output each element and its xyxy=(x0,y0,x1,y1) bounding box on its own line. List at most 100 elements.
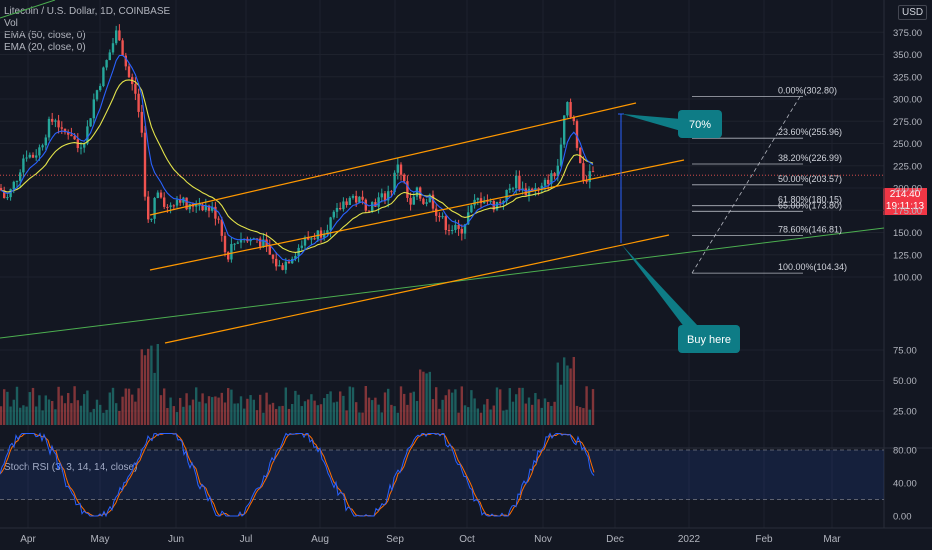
stoch-band xyxy=(0,450,884,500)
volume-bar xyxy=(127,388,131,425)
candle-body xyxy=(236,242,239,244)
volume-bar xyxy=(537,399,540,425)
volume-bar xyxy=(243,408,246,425)
candle-body xyxy=(361,196,364,200)
volume-bar xyxy=(319,404,323,425)
volume-bar xyxy=(92,408,95,425)
volume-bar xyxy=(300,406,303,425)
channel-middle xyxy=(149,159,685,271)
volume-bar xyxy=(575,405,579,425)
volume-bar xyxy=(179,397,182,425)
candle-body xyxy=(335,207,339,212)
candle-body xyxy=(495,201,499,210)
x-tick-label: Dec xyxy=(606,534,624,545)
candle-body xyxy=(54,120,57,122)
volume-bar xyxy=(588,409,591,425)
candle-body xyxy=(428,194,431,203)
volume-bar xyxy=(86,390,89,425)
currency-button[interactable]: USD xyxy=(898,5,928,20)
volume-bar xyxy=(438,408,441,425)
volume-bar xyxy=(425,373,428,425)
volume-bar xyxy=(147,348,150,425)
volume-bar xyxy=(79,405,83,425)
candle-body xyxy=(51,118,54,122)
candle-body xyxy=(505,189,508,202)
candle-body xyxy=(150,218,153,220)
volume-bar xyxy=(47,399,51,425)
last-price-tag: 214.40 19:11:13 xyxy=(883,188,927,215)
y-tick-label: 25.00 xyxy=(893,407,917,418)
candle-body xyxy=(345,201,348,205)
volume-bar xyxy=(419,369,422,425)
candle-body xyxy=(444,216,447,231)
candle-body xyxy=(483,200,486,204)
volume-bar xyxy=(268,404,271,425)
volume-bar xyxy=(76,400,79,425)
channel-upper xyxy=(149,102,637,216)
volume-bar xyxy=(495,387,499,425)
candle-body xyxy=(169,205,172,207)
candle-body xyxy=(211,206,214,211)
volume-bar xyxy=(175,412,179,425)
stoch-tick-label: 40.00 xyxy=(893,479,917,490)
candle-body xyxy=(355,195,358,203)
candle-body xyxy=(268,245,271,255)
candle-body xyxy=(143,132,147,197)
candle-body xyxy=(454,224,457,230)
candle-body xyxy=(313,238,316,240)
candle-body xyxy=(31,154,35,158)
volume-bar xyxy=(518,387,521,425)
candle-body xyxy=(467,212,470,225)
volume-bar xyxy=(143,355,147,425)
x-tick-label: Nov xyxy=(534,534,552,545)
candle-body xyxy=(556,165,559,177)
candle-body xyxy=(476,198,479,200)
candle-body xyxy=(489,200,492,202)
last-price-countdown: 19:11:13 xyxy=(885,201,925,212)
volume-bar xyxy=(134,401,137,425)
candle-body xyxy=(217,218,220,220)
volume-bar xyxy=(249,395,252,425)
x-tick-label: Sep xyxy=(386,534,404,545)
volume-bar xyxy=(284,387,287,425)
candle-body xyxy=(585,180,588,182)
candle-body xyxy=(147,196,150,220)
volume-bar xyxy=(499,389,502,425)
candle-body xyxy=(70,134,73,137)
candle-body xyxy=(137,93,140,112)
volume-bar xyxy=(310,394,313,425)
volume-bar xyxy=(547,401,550,425)
volume-bar xyxy=(207,396,211,425)
volume-bar xyxy=(323,398,326,425)
candle-body xyxy=(451,229,454,231)
candle-body xyxy=(425,202,428,204)
volume-bar xyxy=(281,405,284,425)
candle-body xyxy=(278,265,281,267)
volume-bar xyxy=(556,362,559,425)
candle-body xyxy=(572,116,575,122)
stoch-rsi-label: Stoch RSI (3, 3, 14, 14, close) xyxy=(4,462,137,473)
candle-body xyxy=(339,207,342,210)
y-tick-label: 50.00 xyxy=(893,376,917,387)
candle-body xyxy=(223,235,227,253)
candle-body xyxy=(438,215,441,218)
callout-text-buy: Buy here xyxy=(687,334,731,346)
candle-body xyxy=(95,90,99,100)
candle-body xyxy=(63,128,67,133)
volume-bar xyxy=(374,397,377,425)
volume-bar xyxy=(198,401,201,425)
volume-bar xyxy=(63,403,67,425)
candle-body xyxy=(41,145,44,148)
volume-bar xyxy=(540,407,543,425)
candle-body xyxy=(502,201,505,203)
volume-bar xyxy=(211,397,214,425)
candle-body xyxy=(403,174,406,182)
volume-bar xyxy=(73,386,76,425)
volume-bar xyxy=(204,403,207,425)
legend-ema50: EMA (50, close, 0) xyxy=(4,30,86,41)
volume-bar xyxy=(172,406,175,425)
volume-bar xyxy=(508,388,511,425)
fib-level-label: 23.60%(255.96) xyxy=(778,127,842,137)
volume-bar xyxy=(348,386,351,425)
